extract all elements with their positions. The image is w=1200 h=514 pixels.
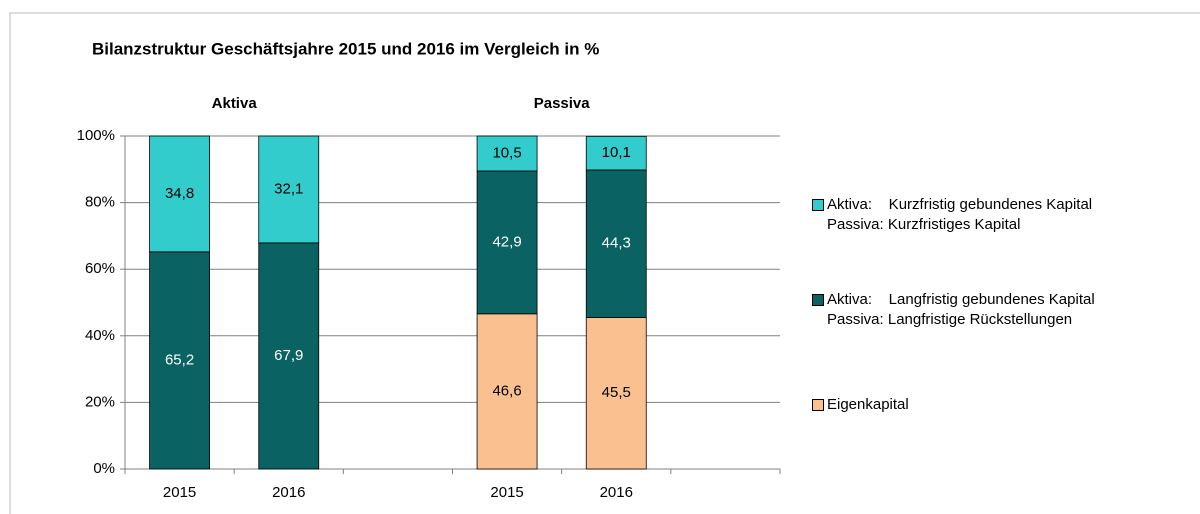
bar-segment xyxy=(476,313,538,470)
value-label: 46,6 xyxy=(492,382,521,399)
bar-segment xyxy=(585,317,647,470)
legend-entry: Aktiva: Langfristig gebundenes Kapital P… xyxy=(812,290,1095,330)
y-tick-label: 80% xyxy=(85,194,115,211)
legend-label: Eigenkapital xyxy=(827,396,909,413)
group-label: Aktiva xyxy=(212,95,258,112)
x-tick-label: 2015 xyxy=(163,484,196,501)
bar-segment xyxy=(585,135,647,171)
value-label: 65,2 xyxy=(165,351,194,368)
chart-title: Bilanzstruktur Geschäftsjahre 2015 und 2… xyxy=(92,39,599,58)
bar-segment xyxy=(258,135,320,244)
bar-segment xyxy=(149,251,210,470)
value-label: 44,3 xyxy=(602,235,631,252)
bar-segment xyxy=(585,169,647,318)
value-label: 32,1 xyxy=(274,180,303,197)
value-label: 45,5 xyxy=(602,384,631,401)
legend-label: Aktiva: Langfristig gebundenes Kapital P… xyxy=(827,291,1095,328)
y-tick-label: 100% xyxy=(77,127,115,144)
bar-segment xyxy=(476,170,538,315)
bar-segment xyxy=(149,135,210,253)
legend-entry: Eigenkapital xyxy=(812,395,909,415)
value-label: 67,9 xyxy=(274,347,303,364)
legend-label: Aktiva: Kurzfristig gebundenes Kapital P… xyxy=(827,196,1093,233)
legend-swatch xyxy=(812,399,824,411)
legend-entry: Aktiva: Kurzfristig gebundenes Kapital P… xyxy=(812,195,1092,235)
legend-swatch xyxy=(812,294,824,306)
value-label: 42,9 xyxy=(492,233,521,250)
value-label: 10,5 xyxy=(492,144,521,161)
y-tick-label: 40% xyxy=(85,327,115,344)
legend-swatch xyxy=(812,199,824,211)
y-tick-label: 60% xyxy=(85,260,115,277)
group-label: Passiva xyxy=(534,95,591,112)
value-label: 34,8 xyxy=(165,185,194,202)
x-tick-label: 2015 xyxy=(490,484,523,501)
y-tick-label: 0% xyxy=(93,460,115,477)
value-label: 10,1 xyxy=(602,144,631,161)
bar-segment xyxy=(258,242,320,470)
y-tick-label: 20% xyxy=(85,393,115,410)
bar-segment xyxy=(476,135,538,172)
x-tick-label: 2016 xyxy=(272,484,305,501)
x-tick-label: 2016 xyxy=(600,484,633,501)
